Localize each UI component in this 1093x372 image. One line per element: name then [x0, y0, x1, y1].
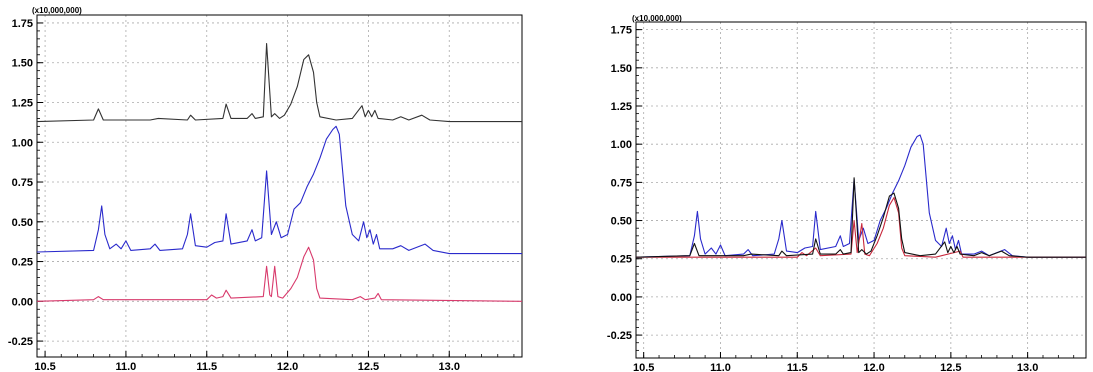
y-tick-label: 1.00 [611, 139, 632, 151]
chromatogram-chart-right: 1.75 1.50 1.25 1.00 0.75 0.50 0.25 0.00 -0.25 10.… [607, 21, 1087, 372]
y-tick-label: 1.50 [12, 58, 33, 70]
x-tick-label: 11.0 [116, 361, 137, 372]
y-tick-label: -0.25 [8, 336, 33, 348]
y-tick-label: 0.25 [611, 254, 632, 266]
y-scale-label: (x10,000,000) [32, 6, 82, 15]
y-tick-label: -0.25 [607, 330, 632, 342]
x-tick-label: 12.0 [277, 361, 298, 372]
y-tick-label: 0.00 [611, 292, 632, 304]
plot-frame [635, 21, 1087, 359]
y-tick-label: 1.50 [611, 63, 632, 75]
series-trace-3 [635, 177, 1086, 258]
series-trace-3 [36, 246, 523, 302]
series-trace-2 [636, 197, 1086, 258]
y-tick-label: 1.75 [611, 25, 632, 37]
series-trace-2 [36, 125, 522, 255]
y-tick-label: 0.75 [12, 177, 33, 189]
x-tick-label: 11.0 [710, 362, 731, 372]
x-tick-label: 11.5 [787, 362, 808, 372]
x-tick-label: 13.0 [439, 361, 460, 372]
y-scale-label: (x10,000,000) [632, 14, 682, 23]
x-tick-label: 11.5 [196, 361, 217, 372]
y-tick-label: 0.75 [611, 177, 632, 189]
y-tick-label: 1.25 [12, 97, 33, 109]
chromatogram-panel-left: (x10,000,000) 1.75 1.50 1.25 1.00 0.75 0.50 0.… [0, 0, 532, 372]
x-tick-label: 12.5 [358, 361, 379, 372]
series-trace-1 [635, 134, 1086, 258]
y-tick-label: 0.00 [12, 296, 33, 308]
plot-frame [36, 14, 523, 358]
x-tick-label: 10.5 [34, 361, 55, 372]
y-tick-label: 1.25 [611, 101, 632, 113]
x-tick-label: 10.5 [633, 362, 654, 372]
chromatogram-panel-right: (x10,000,000) 1.75 1.50 1.25 1.00 0.75 0.50 0.… [590, 0, 1093, 372]
y-tick-label: 0.25 [12, 257, 33, 269]
x-tick-label: 12.5 [940, 362, 961, 372]
y-tick-label: 0.50 [12, 217, 33, 229]
x-tick-label: 12.0 [863, 362, 884, 372]
y-tick-label: 0.50 [611, 216, 632, 228]
series-trace-1 [36, 43, 522, 123]
y-tick-label: 1.75 [12, 18, 33, 30]
chromatogram-chart-left: 1.75 1.50 1.25 1.00 0.75 0.50 0.25 0.00 -0.25 10.… [8, 14, 523, 372]
y-tick-label: 1.00 [12, 137, 33, 149]
x-tick-label: 13.0 [1017, 362, 1038, 372]
